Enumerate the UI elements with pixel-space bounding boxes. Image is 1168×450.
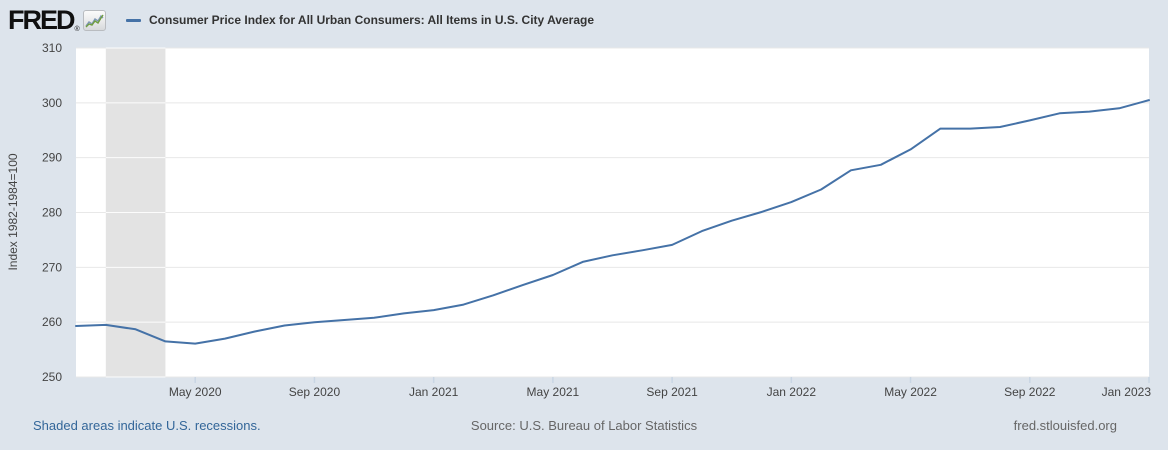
y-tick-label: 290	[42, 151, 62, 165]
y-tick-label: 280	[42, 206, 62, 220]
x-tick-label: Jan 2021	[409, 385, 459, 399]
y-tick-label: 260	[42, 315, 62, 329]
y-tick-label: 250	[42, 370, 62, 384]
y-tick-label: 300	[42, 96, 62, 110]
chart-title[interactable]: Consumer Price Index for All Urban Consu…	[149, 13, 594, 27]
cpi-series-line	[75, 99, 1150, 345]
series-legend-dash	[126, 18, 141, 22]
registered-trademark: ®	[74, 26, 80, 33]
x-tick-label: Sep 2021	[646, 385, 698, 399]
source-text: Source: U.S. Bureau of Labor Statistics	[470, 418, 698, 433]
sparkline-icon	[82, 9, 106, 31]
y-tick-label: 310	[42, 41, 62, 55]
x-tick-label: Sep 2020	[289, 385, 341, 399]
recession-note-link[interactable]: Shaded areas indicate U.S. recessions.	[33, 418, 261, 433]
x-tick-label: Jan 2023	[1102, 385, 1152, 399]
x-tick-label: May 2022	[884, 385, 937, 399]
fred-logo-text: FRED	[8, 4, 75, 35]
x-tick-label: Jan 2022	[767, 385, 817, 399]
cpi-line-chart[interactable]: 250 260 270 280 290 300 310 May 2020 Sep 2020 Jan…	[0, 0, 1168, 410]
y-axis-title: Index 1982-1984=100	[6, 153, 20, 270]
fred-site-link[interactable]: fred.stlouisfed.org	[1013, 418, 1117, 433]
x-tick-label: Sep 2022	[1004, 385, 1056, 399]
y-tick-label: 270	[42, 260, 62, 274]
x-tick-label: May 2020	[169, 385, 222, 399]
chart-legend: Consumer Price Index for All Urban Consu…	[126, 0, 594, 40]
x-tick-label: May 2021	[527, 385, 580, 399]
fred-logo[interactable]: FRED ®	[8, 4, 106, 36]
